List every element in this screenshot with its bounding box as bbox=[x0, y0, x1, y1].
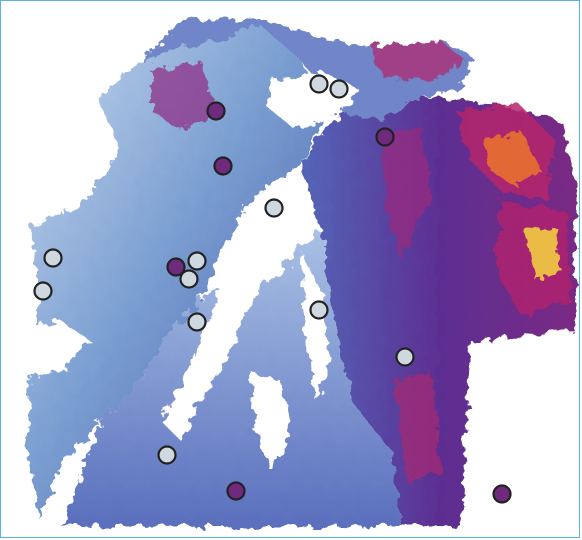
site-marker-light-5[interactable] bbox=[187, 251, 207, 271]
site-marker-light-4[interactable] bbox=[43, 248, 63, 268]
hotspot-east-core bbox=[526, 226, 561, 281]
hotspot-north-strip bbox=[371, 41, 466, 81]
site-marker-dark-2[interactable] bbox=[213, 156, 233, 176]
valley-west bbox=[11, 321, 91, 381]
site-marker-dark-3[interactable] bbox=[375, 127, 395, 147]
hotspots bbox=[151, 41, 571, 481]
site-marker-light-10[interactable] bbox=[395, 347, 415, 367]
site-marker-light-6[interactable] bbox=[179, 269, 199, 289]
valley-south bbox=[251, 371, 291, 471]
site-marker-dark-4[interactable] bbox=[166, 257, 186, 277]
site-marker-light-8[interactable] bbox=[187, 312, 207, 332]
site-marker-dark-5[interactable] bbox=[226, 481, 246, 501]
hotspot-central-east bbox=[381, 126, 431, 261]
site-marker-light-2[interactable] bbox=[329, 79, 349, 99]
site-marker-dark-1[interactable] bbox=[206, 101, 226, 121]
valley-east bbox=[301, 251, 331, 401]
site-marker-light-1[interactable] bbox=[309, 74, 329, 94]
site-marker-dark-6[interactable] bbox=[492, 484, 512, 504]
terrain-north bbox=[141, 19, 471, 121]
hotspot-northeast-core bbox=[481, 131, 541, 186]
valley-gaps bbox=[11, 71, 361, 471]
hotspot-valley-edge bbox=[396, 371, 441, 481]
site-marker-light-7[interactable] bbox=[33, 281, 53, 301]
site-marker-light-9[interactable] bbox=[309, 300, 329, 320]
site-markers bbox=[33, 74, 512, 504]
site-marker-light-3[interactable] bbox=[264, 198, 284, 218]
site-marker-light-11[interactable] bbox=[157, 445, 177, 465]
valley-central bbox=[161, 211, 301, 441]
hotspot-northwest bbox=[151, 61, 216, 131]
